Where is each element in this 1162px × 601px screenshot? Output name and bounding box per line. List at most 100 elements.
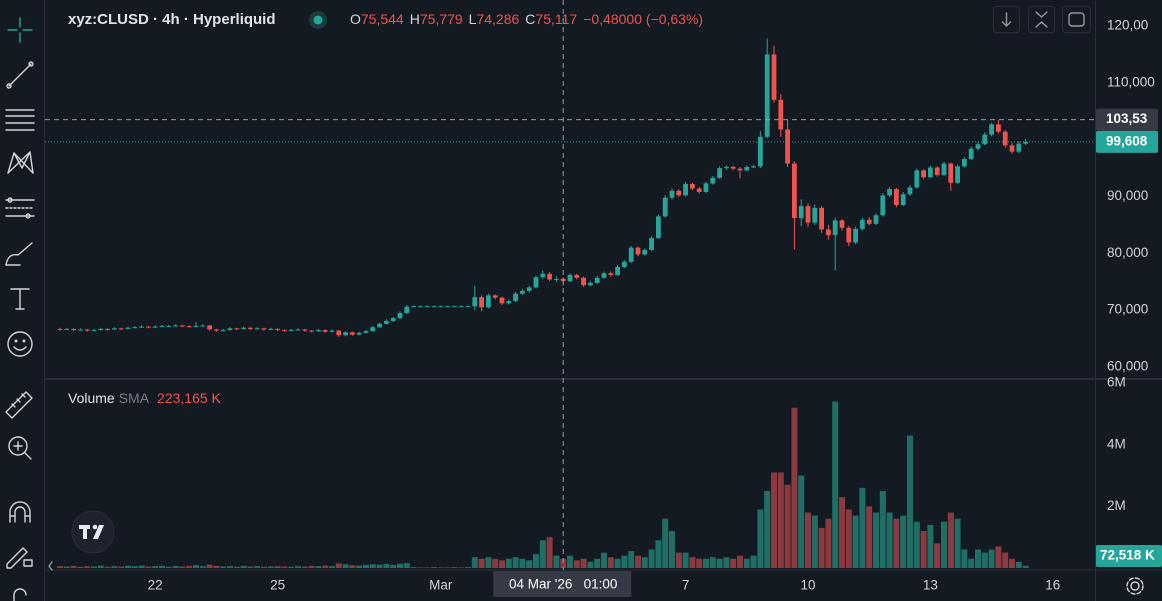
candle-body [567,274,573,282]
volume-bar [383,563,390,568]
y-tick-label: 80,000 [1107,245,1148,260]
candle-body [758,136,763,167]
zoom-tool[interactable] [8,436,32,460]
candle-body [989,124,994,135]
volume-bar [199,566,206,568]
brush-tool[interactable] [5,242,33,266]
volume-bar [587,561,594,568]
x-tick-label: 25 [270,578,285,593]
volume-bar [526,560,533,568]
candle-body [785,129,790,164]
candle-body [520,290,525,294]
candle-body [275,328,280,331]
candle-body [350,332,355,335]
last-volume-box [1096,545,1162,567]
candle-body [173,325,178,327]
candle-body [227,328,233,331]
volume-bar [97,565,104,568]
text-tool[interactable] [10,288,30,310]
last-volume-label: 72,518 K [1100,548,1155,563]
volume-bar [825,518,832,568]
volume-bar [764,490,771,568]
candle-body [105,328,110,330]
candle-body [819,207,824,230]
volume-bar [295,566,301,568]
candle-body [703,183,709,192]
volume-bar [417,567,424,568]
candle-body [812,207,818,223]
legend-value: 74,286 [476,11,519,27]
candle-body [941,163,947,175]
lock-drawing-tool[interactable] [6,547,33,569]
candle-body [159,326,165,328]
volume-bar [580,558,587,568]
volume-bar [879,490,886,568]
volume-bar [784,484,791,568]
volume-tick-label: 2M [1107,498,1126,513]
volume-bar [329,566,335,568]
volume-bar [567,555,573,568]
volume-bar [873,512,879,568]
volume-bar [335,563,342,568]
candle-body [377,323,382,328]
volume-bar [247,566,254,568]
volume-bar [907,435,913,568]
ruler-tool[interactable] [5,391,33,419]
volume-bar [975,549,981,568]
crosshair-tool[interactable] [7,17,33,43]
volume-bar [308,565,315,568]
volume-bar [818,527,825,568]
settings-button[interactable] [1126,577,1144,595]
candle-body [112,328,117,330]
y-tick-label: 120,00 [1107,18,1148,33]
collapse-button[interactable] [1028,6,1055,33]
trend-line-tool[interactable] [6,61,34,89]
scroll-left[interactable] [48,561,53,571]
volume-bar [981,552,988,568]
candle-body [513,293,518,302]
volume-bar [451,567,458,568]
volume-bar [363,564,369,568]
volume-bar [376,564,383,568]
prediction-tool[interactable] [5,197,35,219]
lock-tool[interactable] [13,588,27,601]
candle-body [955,166,960,183]
candle-body [826,229,831,236]
fib-tool[interactable] [5,109,35,131]
volume-bar [356,565,363,568]
candle-body [248,327,253,329]
legend-change: −0,48000 (−0,63%) [583,11,703,27]
volume-bar [91,566,97,568]
volume-indicator: SMA [119,390,150,406]
volume-bar [920,531,927,568]
candle-body [792,163,797,219]
candle-body [1002,131,1008,146]
candle-body [220,330,226,332]
candle-body [132,327,138,329]
volume-bar [866,506,873,568]
volume-bar [499,560,505,568]
x-tick-label: 22 [148,578,163,593]
chart-title: xyz:CLUSD · 4h · Hyperliquid [68,11,276,28]
candle-body [717,168,722,178]
pattern-tool[interactable] [7,151,34,174]
volume-bar [709,557,716,568]
volume-bar [893,518,900,568]
candle-body [282,330,287,332]
volume-bar [165,566,172,568]
candle-body [152,326,158,328]
candle-body [91,330,97,332]
candle-body [873,215,879,224]
candle-body [887,189,892,196]
maximize-button[interactable] [1062,6,1091,33]
candle-body [302,329,308,331]
candle-body [309,330,314,332]
volume-bar [315,566,322,568]
candle-body [316,330,321,332]
candle-body [608,273,614,275]
candle-body [982,134,988,145]
candle-body [384,320,389,324]
emoji-tool[interactable] [7,331,33,357]
magnet-tool[interactable] [9,501,31,523]
move-down-button[interactable] [993,6,1020,33]
